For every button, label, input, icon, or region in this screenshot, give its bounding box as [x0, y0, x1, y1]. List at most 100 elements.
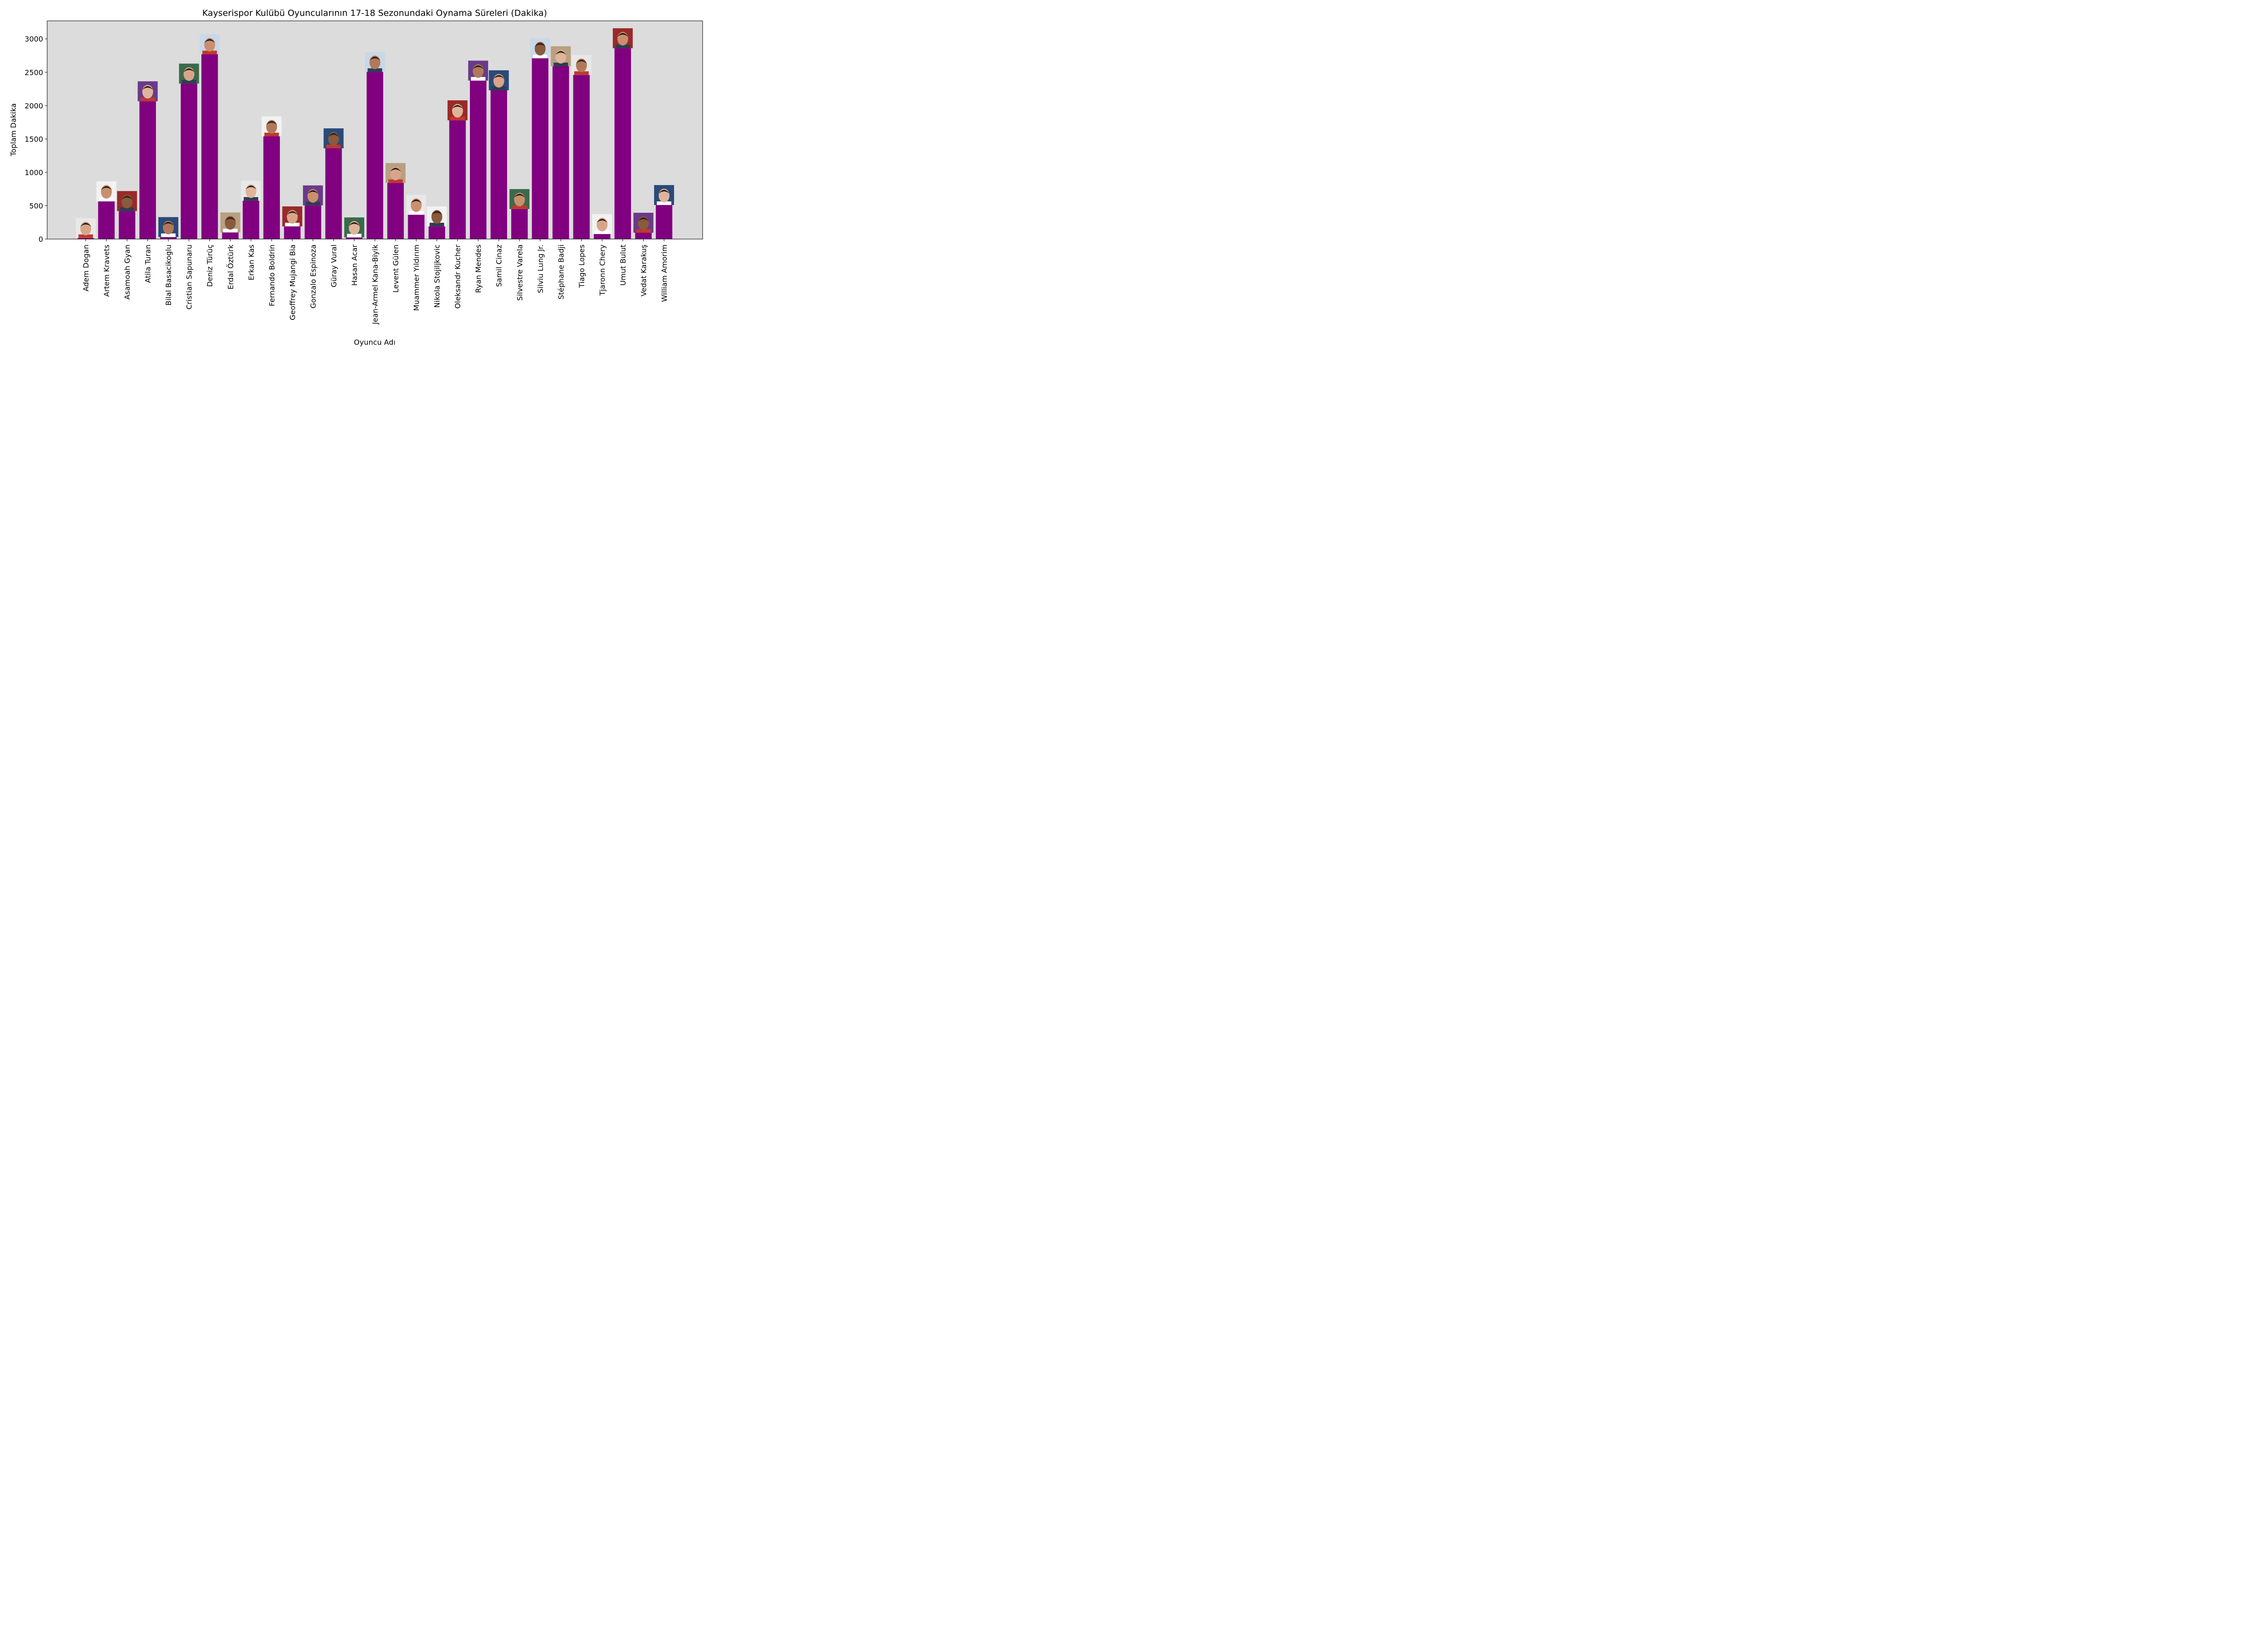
player-photo-3	[137, 81, 158, 102]
y-tick-label-2: 1000	[24, 168, 43, 177]
y-tick-label-5: 2500	[24, 68, 43, 77]
x-tick-label-27: Vedat Karakuş	[639, 244, 648, 297]
bar-22	[532, 58, 548, 239]
x-tick-label-5: Cristian Sapunaru	[185, 244, 194, 309]
player-photo-15	[386, 163, 406, 183]
player-photo-17	[427, 206, 447, 227]
x-tick-label-26: Umut Bulut	[619, 244, 627, 286]
player-photo-0	[76, 218, 96, 238]
bars-group	[77, 48, 673, 240]
bar-10	[284, 226, 301, 239]
bar-chart: 0 500 1000 1500 2000 2500 3000 Adem Dogan Artem…	[9, 8, 703, 347]
y-tick-label-3: 1500	[24, 135, 43, 143]
bar-0	[77, 238, 94, 239]
bar-6	[201, 54, 218, 240]
player-photo-21	[509, 189, 530, 209]
player-photo-18	[447, 100, 468, 121]
x-tick-label-25: Tjaronn Chery	[598, 244, 606, 296]
player-photo-6	[200, 34, 220, 54]
x-tick-label-15: Levent Gülen	[391, 244, 400, 293]
x-tick-label-21: Silvestre Varela	[515, 244, 524, 301]
player-photo-25	[592, 214, 612, 234]
bar-13	[346, 237, 363, 239]
bar-7	[222, 232, 239, 239]
y-axis-title: Toplam Dakika	[9, 103, 18, 157]
bar-8	[243, 200, 259, 239]
bar-23	[552, 66, 569, 239]
bar-1	[98, 201, 115, 239]
bar-28	[655, 205, 673, 239]
player-photo-2	[117, 191, 137, 211]
player-photo-11	[303, 185, 323, 205]
player-photo-5	[179, 64, 199, 84]
bar-24	[573, 75, 590, 239]
bar-9	[263, 136, 280, 239]
player-photo-10	[282, 206, 303, 227]
player-photo-12	[323, 128, 344, 148]
player-photo-7	[220, 212, 240, 233]
x-tick-label-4: Bilal Basacikoglu	[164, 244, 173, 306]
bar-21	[511, 209, 528, 239]
x-tick-label-23: Stéphane Badji	[557, 244, 565, 299]
bar-12	[325, 148, 342, 239]
bar-17	[428, 226, 445, 239]
bar-25	[594, 234, 611, 239]
x-tick-label-3: Atila Turan	[144, 244, 152, 283]
y-axis: 0 500 1000 1500 2000 2500 3000	[24, 35, 47, 244]
x-tick-label-11: Gonzalo Espinoza	[309, 244, 318, 308]
x-axis: Adem Dogan Artem Kravets Asamoah Gyan Atila…	[82, 239, 669, 325]
x-tick-label-22: Silviu Lung Jr.	[536, 244, 545, 293]
x-tick-label-0: Adem Dogan	[82, 244, 90, 292]
x-tick-label-28: William Amorim	[660, 244, 669, 302]
bar-5	[181, 83, 197, 239]
bar-26	[614, 48, 631, 239]
player-photos-group	[76, 28, 674, 238]
bar-11	[304, 205, 322, 239]
x-tick-label-9: Fernando Boldrin	[268, 244, 276, 306]
bar-3	[139, 101, 156, 239]
bar-2	[118, 211, 136, 239]
x-tick-label-20: Samil Cinaz	[495, 244, 503, 287]
x-tick-label-7: Erdal Öztürk	[226, 244, 235, 289]
x-tick-label-14: Jean-Armel Kana-Biyik	[371, 244, 380, 325]
x-axis-title: Oyuncu Adı	[354, 338, 396, 347]
player-photo-19	[468, 60, 489, 81]
player-photo-1	[96, 181, 117, 201]
bar-4	[160, 237, 177, 239]
bar-20	[490, 90, 507, 240]
x-tick-label-6: Deniz Türüç	[205, 244, 214, 287]
x-tick-label-24: Tiago Lopes	[577, 244, 586, 288]
y-tick-label-0: 0	[39, 235, 43, 244]
player-photo-23	[551, 46, 571, 67]
player-photo-14	[365, 52, 385, 72]
player-photo-4	[158, 217, 179, 237]
x-tick-label-10: Geoffrey Mujangi Bia	[288, 244, 297, 320]
player-photo-27	[633, 213, 654, 233]
y-tick-label-6: 3000	[24, 35, 43, 44]
bar-27	[635, 233, 652, 239]
player-photo-13	[344, 217, 364, 238]
bar-15	[387, 183, 404, 239]
player-photo-9	[261, 116, 282, 137]
player-photo-22	[530, 38, 550, 59]
player-photo-24	[571, 55, 591, 75]
chart-title: Kayserispor Kulübü Oyuncularının 17-18 S…	[202, 8, 547, 18]
x-tick-label-12: Güray Vural	[329, 244, 338, 287]
x-tick-label-1: Artem Kravets	[103, 244, 111, 297]
x-tick-label-2: Asamoah Gyan	[123, 244, 132, 299]
x-tick-label-8: Erkan Kas	[247, 244, 255, 280]
bar-16	[408, 215, 425, 239]
player-photo-20	[489, 70, 509, 90]
x-tick-label-18: Oleksandr Kucher	[454, 244, 462, 309]
x-tick-label-13: Hasan Acar	[350, 244, 359, 286]
bar-18	[449, 120, 466, 239]
bar-19	[469, 80, 487, 239]
y-tick-label-4: 2000	[24, 102, 43, 110]
player-photo-8	[241, 181, 261, 201]
y-tick-label-1: 500	[29, 201, 43, 210]
bar-14	[367, 72, 383, 239]
player-photo-26	[612, 28, 633, 49]
x-tick-label-19: Ryan Mendes	[474, 244, 483, 293]
x-tick-label-16: Muammer Yıldırım	[412, 244, 421, 311]
player-photo-16	[406, 195, 426, 215]
